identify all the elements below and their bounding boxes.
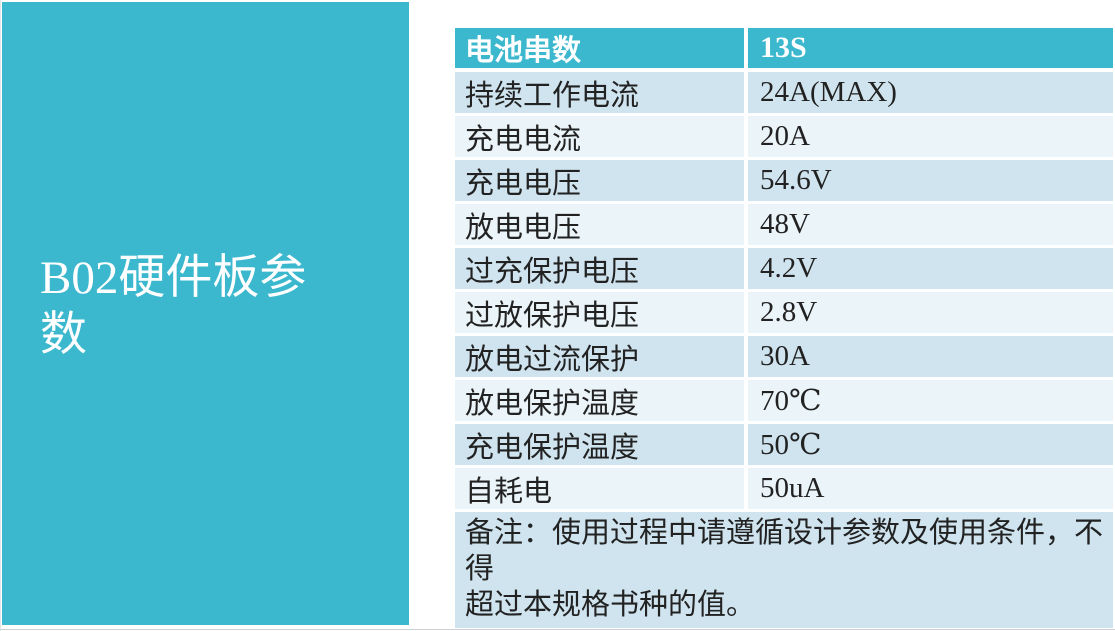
- row-value: 48V: [760, 208, 810, 240]
- title-panel: B02硬件板参 数: [2, 2, 409, 625]
- table-row: 过放保护电压 2.8V: [455, 292, 1113, 333]
- row-value: 4.2V: [760, 252, 818, 284]
- row-label: 放电电压: [455, 204, 748, 245]
- row-label: 充电电压: [455, 160, 748, 201]
- row-label: 充电电流: [455, 116, 748, 157]
- row-label: 放电过流保护: [455, 336, 748, 377]
- slide-edge-bottom: [0, 629, 1115, 630]
- row-value: 50uA: [760, 472, 825, 504]
- slide-edge-left: [0, 0, 1, 631]
- table-row: 充电电压 54.6V: [455, 160, 1113, 201]
- row-value: 54.6V: [760, 164, 832, 196]
- row-label: 充电保护温度: [455, 424, 748, 465]
- row-value: 50℃: [760, 429, 822, 461]
- row-label: 过放保护电压: [455, 292, 748, 333]
- row-label: 持续工作电流: [455, 72, 748, 113]
- table-row: 持续工作电流 24A(MAX): [455, 72, 1113, 113]
- row-label: 过充保护电压: [455, 248, 748, 289]
- note-line1: 备注：使用过程中请遵循设计参数及使用条件，不得: [465, 517, 1104, 585]
- table-row: 放电保护温度 70℃: [455, 380, 1113, 421]
- table-header-row: 电池串数 13S: [455, 28, 1113, 68]
- slide-title-line2: 数: [40, 309, 87, 361]
- row-value: 24A(MAX): [760, 76, 897, 108]
- table-note-row: 备注：使用过程中请遵循设计参数及使用条件，不得 超过本规格书种的值。: [455, 512, 1113, 628]
- table-row: 放电电压 48V: [455, 204, 1113, 245]
- row-value: 70℃: [760, 385, 822, 417]
- header-label-cell: 电池串数: [455, 28, 748, 68]
- row-value: 30A: [760, 340, 810, 372]
- row-label: 自耗电: [455, 468, 748, 509]
- table-row: 放电过流保护 30A: [455, 336, 1113, 377]
- table-row: 过充保护电压 4.2V: [455, 248, 1113, 289]
- note-line2: 超过本规格书种的值。: [465, 589, 756, 621]
- row-value: 2.8V: [760, 296, 818, 328]
- row-label: 放电保护温度: [455, 380, 748, 421]
- header-value-cell: 13S: [760, 31, 807, 64]
- table-row: 充电保护温度 50℃: [455, 424, 1113, 465]
- slide-title: B02硬件板参 数: [40, 250, 400, 364]
- slide-title-line1: B02硬件板参: [40, 252, 307, 304]
- table-row: 自耗电 50uA: [455, 468, 1113, 509]
- row-value: 20A: [760, 120, 810, 152]
- parameter-table: 电池串数 13S 持续工作电流 24A(MAX) 充电电流 20A 充电电压 5…: [455, 28, 1113, 628]
- table-row: 充电电流 20A: [455, 116, 1113, 157]
